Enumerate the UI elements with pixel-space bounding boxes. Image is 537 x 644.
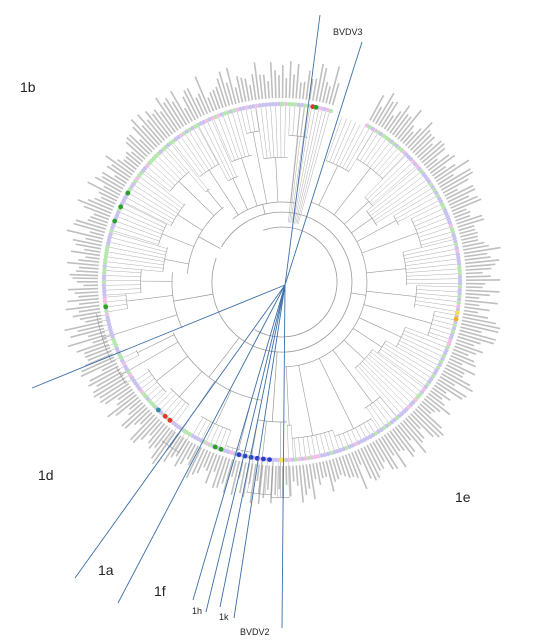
clade-label-1e: 1e [455, 489, 471, 505]
clade-label-1d: 1d [38, 467, 54, 483]
clade-label-bvdv3: BVDV3 [333, 27, 363, 37]
clade-label-1k: 1k [219, 612, 229, 622]
clade-label-bvdv2: BVDV2 [240, 627, 270, 637]
clade-label-1a: 1a [98, 562, 114, 578]
clade-label-1f: 1f [154, 583, 166, 599]
tip-markers [101, 101, 463, 463]
clade-label-1b: 1b [20, 79, 36, 95]
tip-labels [64, 61, 501, 505]
tree-branches [96, 105, 459, 498]
clade-divider-lines [31, 14, 363, 629]
clade-label-1h: 1h [192, 606, 203, 616]
